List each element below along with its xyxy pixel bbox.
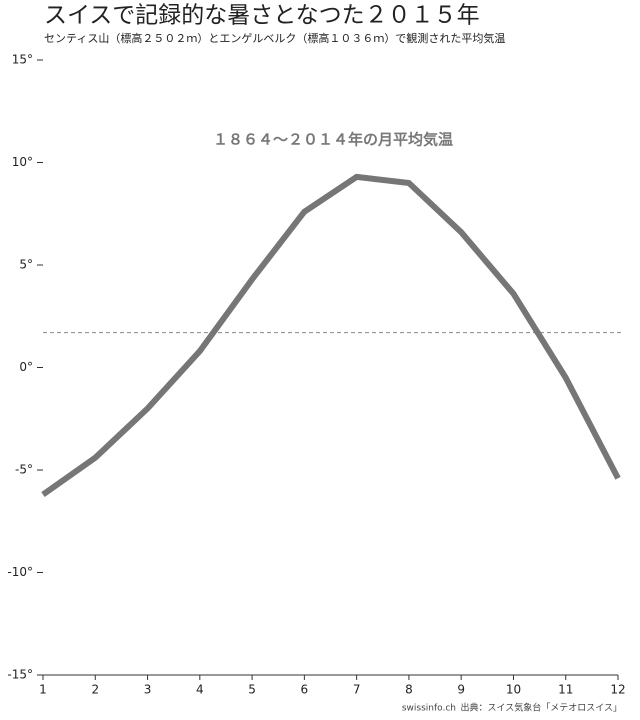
y-tick-label: -15° xyxy=(7,668,33,682)
source-site: swissinfo.ch xyxy=(402,704,456,714)
x-tick-label: 8 xyxy=(405,683,413,697)
x-tick-label: 4 xyxy=(196,683,204,697)
x-tick-label: 9 xyxy=(457,683,465,697)
x-tick-label: 10 xyxy=(506,683,521,697)
y-tick-label: 5° xyxy=(19,258,33,272)
y-tick-label: 10° xyxy=(12,155,33,169)
source: 出典：スイス気象台「メテオロスイス」 xyxy=(461,702,622,714)
chart-title: スイスで記録的な暑さとなつた２０１５年 xyxy=(44,3,480,29)
x-tick-label: 12 xyxy=(610,683,625,697)
x-tick-label: 6 xyxy=(301,683,309,697)
chart-subtitle: センティス山（標高２５０２ｍ）とエンゲルベルク（標高１０３６ｍ）で観測された平均… xyxy=(44,31,505,45)
x-tick-label: 7 xyxy=(353,683,361,697)
x-tick-label: 3 xyxy=(144,683,152,697)
y-tick-label: 0° xyxy=(19,360,33,374)
annotation: １８６４〜２０１４年の月平均気温 xyxy=(213,131,453,149)
y-tick-label: -5° xyxy=(15,463,33,477)
x-tick-label: 1 xyxy=(39,683,47,697)
y-tick-label: -10° xyxy=(7,565,33,579)
x-tick-label: 5 xyxy=(248,683,256,697)
x-tick-label: 2 xyxy=(91,683,99,697)
line-series xyxy=(41,173,621,498)
x-tick-label: 11 xyxy=(558,683,573,697)
y-tick-label: 15° xyxy=(12,53,33,67)
